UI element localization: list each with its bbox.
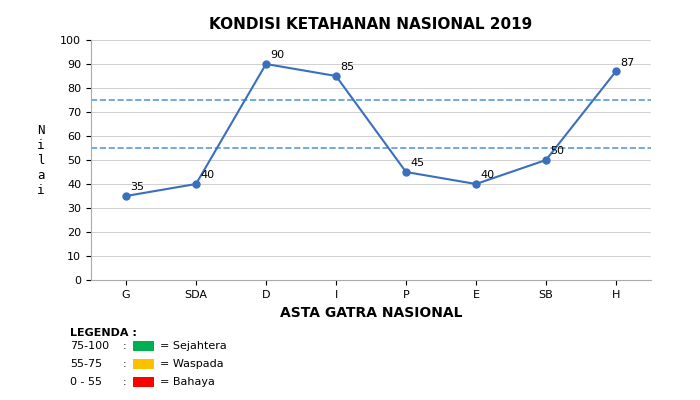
Text: :: : [122,341,126,351]
Text: 90: 90 [270,50,284,60]
Text: :: : [122,359,126,369]
Text: 35: 35 [130,182,144,192]
Text: 50: 50 [550,146,564,156]
Text: 45: 45 [410,158,424,168]
Y-axis label: N
i
l
a
i: N i l a i [37,124,45,196]
Text: = Bahaya: = Bahaya [160,377,214,387]
Text: 87: 87 [620,58,634,68]
Text: = Waspada: = Waspada [160,359,223,369]
Text: :: : [122,377,126,387]
Text: 0 - 55: 0 - 55 [70,377,102,387]
Text: 55-75: 55-75 [70,359,102,369]
Text: 75-100: 75-100 [70,341,109,351]
Text: 40: 40 [200,170,214,180]
Text: ASTA GATRA NASIONAL: ASTA GATRA NASIONAL [280,306,462,320]
Text: = Sejahtera: = Sejahtera [160,341,226,351]
Text: 85: 85 [340,62,354,72]
Text: 40: 40 [480,170,494,180]
Text: LEGENDA :: LEGENDA : [70,328,137,338]
Title: KONDISI KETAHANAN NASIONAL 2019: KONDISI KETAHANAN NASIONAL 2019 [209,17,533,32]
